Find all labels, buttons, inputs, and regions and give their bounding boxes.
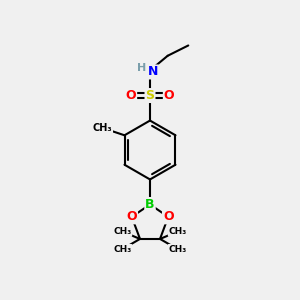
Text: CH₃: CH₃: [113, 227, 131, 236]
Text: S: S: [146, 89, 154, 102]
Text: CH₃: CH₃: [169, 227, 187, 236]
Text: CH₃: CH₃: [169, 245, 187, 254]
Text: H: H: [137, 63, 146, 73]
Text: CH₃: CH₃: [93, 123, 112, 133]
Text: O: O: [125, 89, 136, 102]
Text: N: N: [148, 65, 158, 79]
Text: O: O: [126, 210, 137, 223]
Text: CH₃: CH₃: [113, 245, 131, 254]
Text: O: O: [164, 89, 175, 102]
Text: O: O: [163, 210, 174, 223]
Text: B: B: [145, 198, 155, 211]
